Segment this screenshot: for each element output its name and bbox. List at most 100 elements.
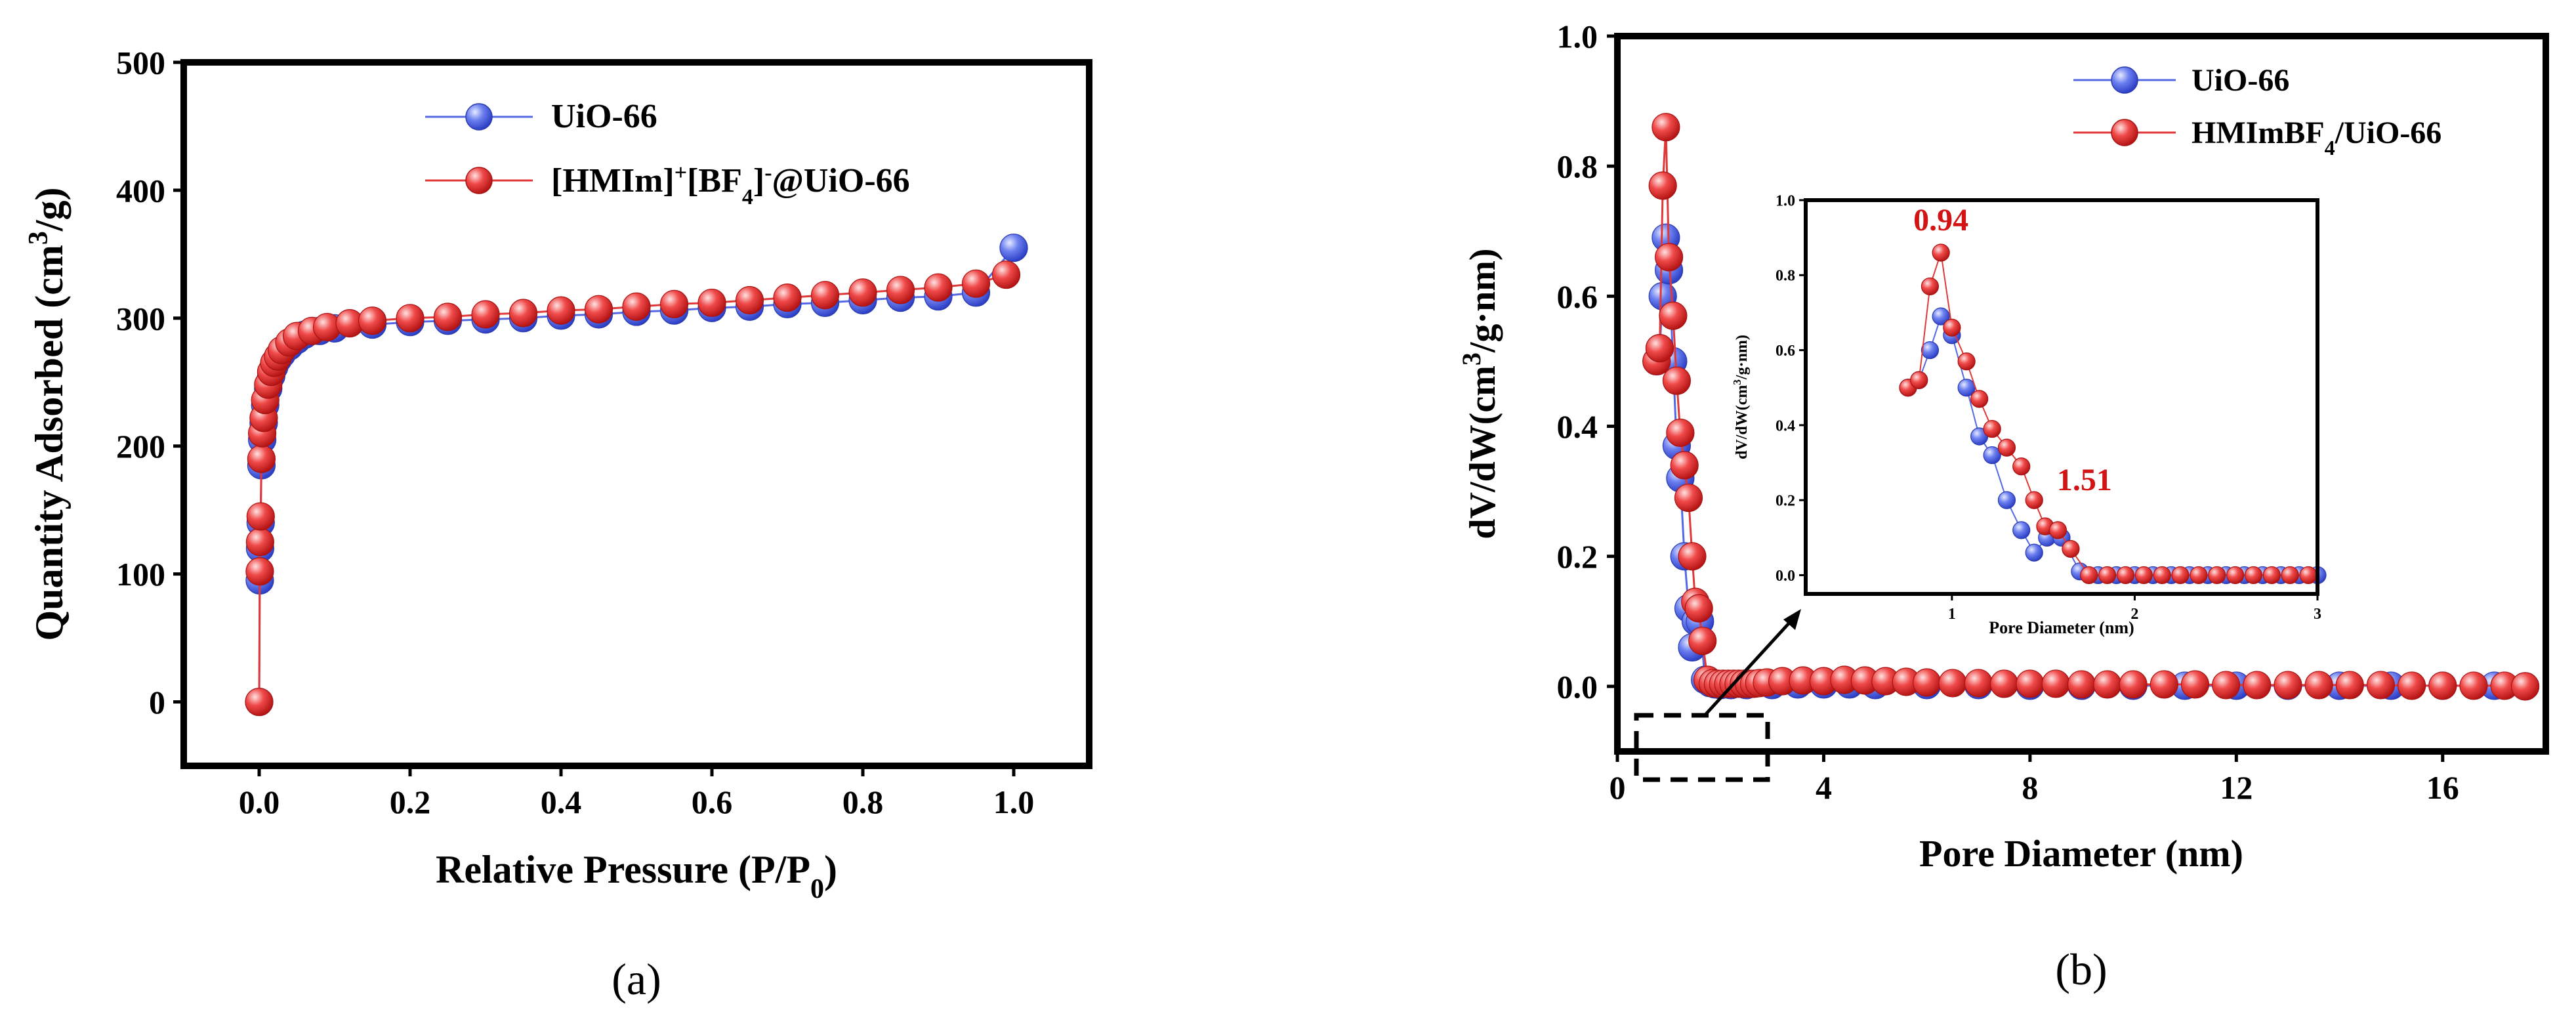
data-point [2016, 669, 2045, 698]
data-point [1964, 669, 1993, 698]
legend-b-ionic-label: HMImBF4/UiO-66 [2192, 116, 2441, 159]
data-point [1648, 171, 1677, 200]
data-point [1932, 307, 1950, 326]
legend-b-ionic-marker [2111, 119, 2138, 146]
data-point [2226, 566, 2245, 585]
x-tick-label: 2 [2130, 606, 2138, 623]
y-tick-label: 0.0 [1776, 568, 1795, 585]
chart-b-series [1642, 113, 2540, 701]
legend-a-ionic-label: [HMIm]+[BF4]-@UiO-66 [551, 161, 910, 209]
data-point [1921, 341, 1940, 360]
data-point [1997, 438, 2016, 457]
chart-b-xlabel: Pore Diameter (nm) [1919, 832, 2243, 875]
inset-xlabel: Pore Diameter (nm) [1989, 618, 2134, 637]
data-point [810, 281, 840, 310]
data-point [2025, 491, 2043, 509]
x-tick-label: 1 [1948, 606, 1956, 623]
chart-b-ylabel: dV/dW(cm3/g·nm) [1457, 248, 1504, 539]
data-point [547, 296, 575, 325]
data-point [773, 284, 802, 312]
x-tick-label: 3 [2314, 606, 2321, 623]
y-tick-label: 0.6 [1776, 343, 1795, 360]
data-point [735, 285, 764, 315]
legend-b-uio66-marker [2111, 66, 2138, 94]
chart-a-series [245, 234, 1028, 717]
x-tick-label: 12 [2220, 769, 2253, 806]
x-tick-label: 0.8 [842, 784, 884, 820]
chart-b: 0 4 8 12 160.00.20.40.60.81.0 UiO-66 HMImBF4… [1457, 18, 2549, 994]
data-point [1659, 301, 1688, 330]
data-point [2012, 457, 2031, 476]
data-point [2335, 671, 2364, 700]
data-point [2299, 566, 2317, 585]
data-point [2274, 671, 2302, 700]
chart-a-frame [180, 59, 1092, 769]
data-point [1666, 418, 1695, 448]
x-tick-label: 1.0 [993, 784, 1035, 820]
data-point [2304, 671, 2333, 700]
chart-a-ylabel: Quantity Adsorbed (cm3/g) [24, 187, 71, 640]
zoom-arrow [1705, 621, 1791, 715]
data-point [509, 299, 538, 327]
data-point [2153, 566, 2171, 585]
y-tick-label: 500 [116, 45, 165, 81]
data-point [991, 260, 1021, 289]
data-point [1983, 446, 2001, 465]
data-point [1921, 277, 1940, 296]
data-point [1670, 451, 1699, 480]
inset-series [1899, 243, 2327, 585]
data-point [1655, 243, 1684, 272]
data-point [1910, 371, 1928, 389]
data-point [2398, 671, 2426, 700]
data-point [961, 269, 991, 298]
data-point [2510, 672, 2540, 701]
data-point [1913, 668, 1942, 697]
y-tick-label: 0.8 [1776, 268, 1795, 285]
data-point [2243, 671, 2272, 700]
data-point [2067, 670, 2096, 699]
data-point [1983, 419, 2001, 438]
data-point [2171, 566, 2190, 585]
y-tick-label: 1.0 [1776, 192, 1795, 209]
y-tick-label: 0.8 [1557, 148, 1598, 185]
data-point [2262, 566, 2281, 585]
y-tick-label: 0.4 [1557, 408, 1598, 445]
series-line [258, 274, 1007, 702]
y-tick-label: 0.2 [1557, 538, 1598, 575]
y-tick-label: 0.6 [1557, 278, 1598, 315]
data-point [245, 687, 274, 717]
data-point [396, 304, 425, 333]
x-tick-label: 0.4 [541, 784, 582, 820]
y-tick-label: 400 [116, 172, 165, 209]
data-point [1943, 318, 1961, 337]
zoom-region-box [1634, 713, 1770, 782]
data-point [2150, 670, 2178, 699]
data-point [2428, 671, 2457, 700]
y-tick-label: 300 [116, 300, 165, 337]
data-point [247, 444, 276, 473]
x-tick-label: 16 [2426, 769, 2459, 806]
data-point [999, 234, 1028, 262]
data-point [2281, 566, 2299, 585]
x-tick-label: 4 [1816, 769, 1832, 806]
data-point [433, 303, 463, 331]
data-point [1674, 483, 1703, 513]
chart-b-frame [1614, 33, 2549, 755]
legend-a-uio66-marker [465, 103, 493, 131]
data-point [2208, 566, 2226, 585]
data-point [584, 295, 613, 324]
data-point [358, 306, 387, 335]
data-point [245, 557, 274, 586]
data-point [2062, 539, 2080, 558]
data-point [2119, 670, 2148, 699]
data-point [471, 300, 500, 329]
x-tick-label: 0.0 [239, 784, 280, 820]
x-tick-label: 0.2 [390, 784, 431, 820]
data-point [1662, 366, 1692, 395]
data-point [2025, 543, 2043, 562]
data-point [2116, 566, 2135, 585]
data-point [1652, 113, 1680, 142]
data-point [622, 292, 651, 321]
data-point [2048, 521, 2067, 539]
